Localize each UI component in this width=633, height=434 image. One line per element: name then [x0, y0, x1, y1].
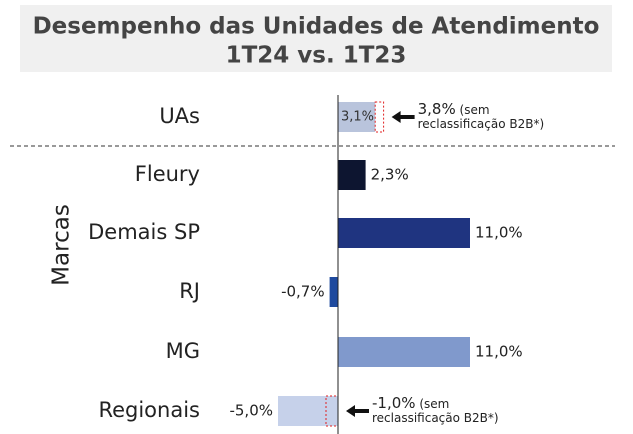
- reference-box: [374, 101, 385, 133]
- bar: [329, 277, 338, 307]
- value-label: -5,0%: [229, 402, 273, 420]
- category-label: RJ: [179, 279, 200, 303]
- bar: [338, 102, 376, 132]
- value-label: 2,3%: [371, 166, 409, 184]
- reference-text: (sem reclassificação B2B*): [372, 397, 499, 425]
- title-box: [20, 5, 612, 72]
- chart-subtitle: 1T24 vs. 1T23: [226, 43, 407, 69]
- reference-label: 3,8%: [417, 100, 456, 118]
- arrow: [391, 111, 415, 123]
- category-label: MG: [166, 339, 200, 363]
- category-label: Fleury: [135, 162, 200, 186]
- category-label: Demais SP: [88, 220, 200, 244]
- reference-label: -1,0%: [372, 394, 416, 412]
- bar: [338, 218, 470, 248]
- bar: [278, 396, 338, 426]
- category-label: UAs: [159, 104, 200, 128]
- bar: [338, 337, 470, 367]
- reference-note: -1,0% (sem reclassificação B2B*): [372, 394, 512, 426]
- value-label: 11,0%: [475, 224, 523, 242]
- reference-note: 3,8% (sem reclassificação B2B*): [417, 100, 558, 132]
- chart-title: Desempenho das Unidades de Atendimento: [33, 14, 600, 40]
- bar: [338, 160, 366, 190]
- group-label: Marcas: [49, 204, 75, 286]
- category-label: Regionais: [98, 398, 200, 422]
- value-label: 11,0%: [475, 343, 523, 361]
- arrow: [346, 405, 369, 417]
- reference-text: (sem reclassificação B2B*): [417, 103, 545, 131]
- value-label: -0,7%: [281, 283, 325, 301]
- reference-box: [325, 395, 339, 427]
- value-label: 3,1%: [341, 110, 374, 125]
